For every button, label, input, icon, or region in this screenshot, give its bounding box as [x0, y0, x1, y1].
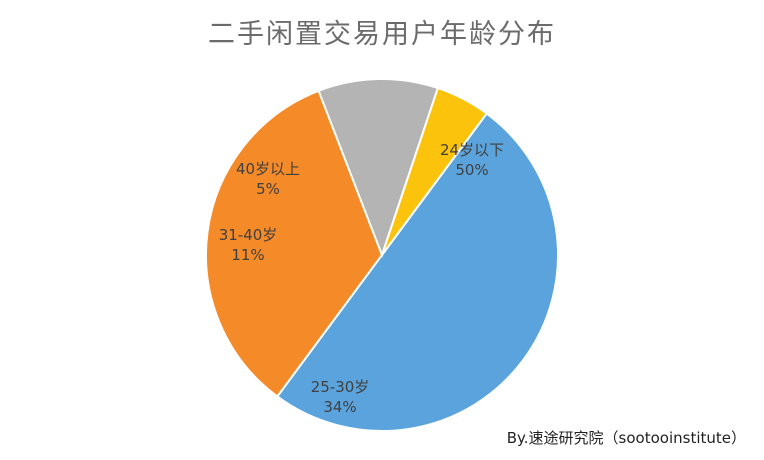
slice-percent-3: 5% — [256, 180, 280, 198]
slice-percent-2: 11% — [231, 246, 264, 264]
slice-percent-1: 34% — [323, 398, 356, 416]
slice-label-1: 25-30岁 — [311, 378, 370, 396]
pie-slice-1 — [205, 89, 384, 398]
chart-title: 二手闲置交易用户年龄分布 — [208, 19, 556, 50]
slice-percent-0: 50% — [455, 161, 488, 179]
slice-label-2: 31-40岁 — [219, 226, 278, 244]
slice-label-0: 24岁以下 — [440, 141, 504, 159]
source-credit: By.速途研究院（sootooinstitute） — [506, 429, 746, 447]
pie-slice-0 — [275, 112, 559, 432]
slice-label-3: 40岁以上 — [236, 160, 300, 178]
pie-slice-3 — [381, 86, 489, 256]
pie-slice-2 — [317, 78, 440, 258]
